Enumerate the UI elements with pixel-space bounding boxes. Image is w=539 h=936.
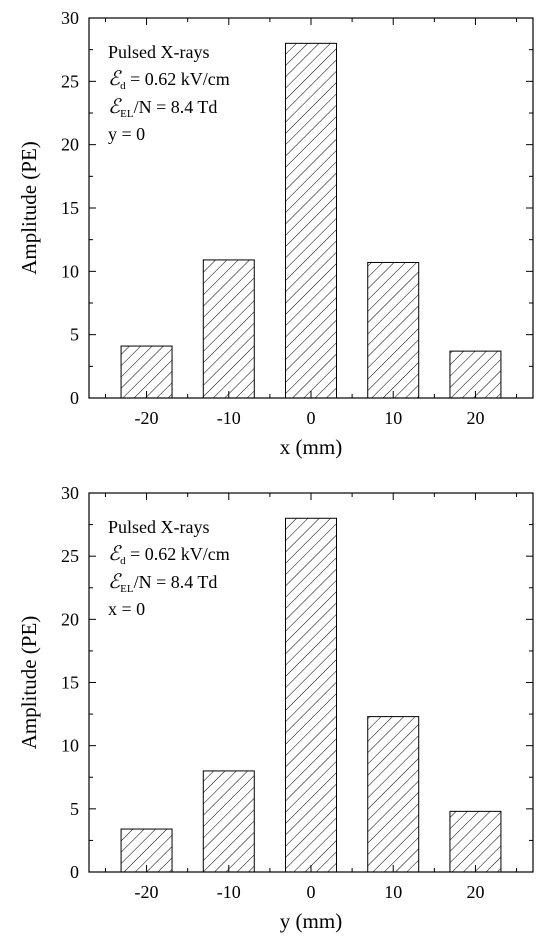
y-tick-label: 10: [61, 736, 79, 756]
x-tick-label: 20: [466, 408, 484, 428]
x-tick-label: 0: [307, 882, 316, 902]
y-tick-label: 0: [70, 388, 79, 408]
chart-panel-x-scan: 0 5 10 15 20 25 30 -20 -10 0 10 20 x (mm) Amplitude (…: [17, 8, 534, 459]
y-axis-title: Amplitude (PE): [17, 141, 41, 275]
y-tick-label: 5: [70, 325, 79, 345]
bar-0: [285, 517, 337, 873]
x-tick-label: -10: [217, 882, 241, 902]
y-tick-label: 25: [61, 546, 79, 566]
annotation-source: Pulsed X-rays: [108, 42, 210, 62]
y-tick-label: 20: [61, 609, 79, 629]
x-tick-label: -20: [135, 882, 159, 902]
x-tick-label: 0: [307, 408, 316, 428]
x-axis-title: y (mm): [280, 909, 342, 933]
x-tick-label: 20: [466, 882, 484, 902]
x-tick-label: 10: [384, 408, 402, 428]
bar-10: [367, 716, 420, 873]
chart-panel-y-scan: 0 5 10 15 20 25 30 -20 -10 0 10 20 y (mm) Amplitude (…: [17, 483, 534, 933]
annotation-drift-field: ℰd = 0.62 kV/cm: [108, 543, 230, 567]
x-tick-label: -10: [217, 408, 241, 428]
bar--20: [120, 828, 173, 873]
y-tick-label: 0: [70, 862, 79, 882]
y-tick-label: 10: [61, 261, 79, 281]
y-tick-label: 30: [61, 483, 79, 503]
y-axis-title: Amplitude (PE): [17, 616, 41, 750]
y-tick-label: 25: [61, 71, 79, 91]
x-axis-title: x (mm): [280, 435, 342, 459]
bar-10: [367, 261, 420, 399]
x-tick-label: 10: [384, 882, 402, 902]
bar-20: [449, 810, 502, 873]
y-tick-label: 15: [61, 198, 79, 218]
y-tick-label: 5: [70, 799, 79, 819]
annotation-el-field: ℰEL/N = 8.4 Td: [108, 96, 217, 120]
bar--10: [202, 770, 255, 873]
annotation-position: y = 0: [108, 124, 145, 144]
y-tick-label: 20: [61, 135, 79, 155]
y-tick-label: 30: [61, 8, 79, 28]
bar--20: [120, 345, 173, 399]
bar--10: [202, 259, 255, 399]
bar-0: [285, 42, 337, 399]
y-tick-label: 15: [61, 673, 79, 693]
bar-20: [449, 350, 502, 399]
annotation-position: x = 0: [108, 599, 145, 619]
annotation-drift-field: ℰd = 0.62 kV/cm: [108, 68, 230, 92]
annotation-el-field: ℰEL/N = 8.4 Td: [108, 571, 217, 595]
annotation-source: Pulsed X-rays: [108, 517, 210, 537]
x-tick-label: -20: [135, 408, 159, 428]
